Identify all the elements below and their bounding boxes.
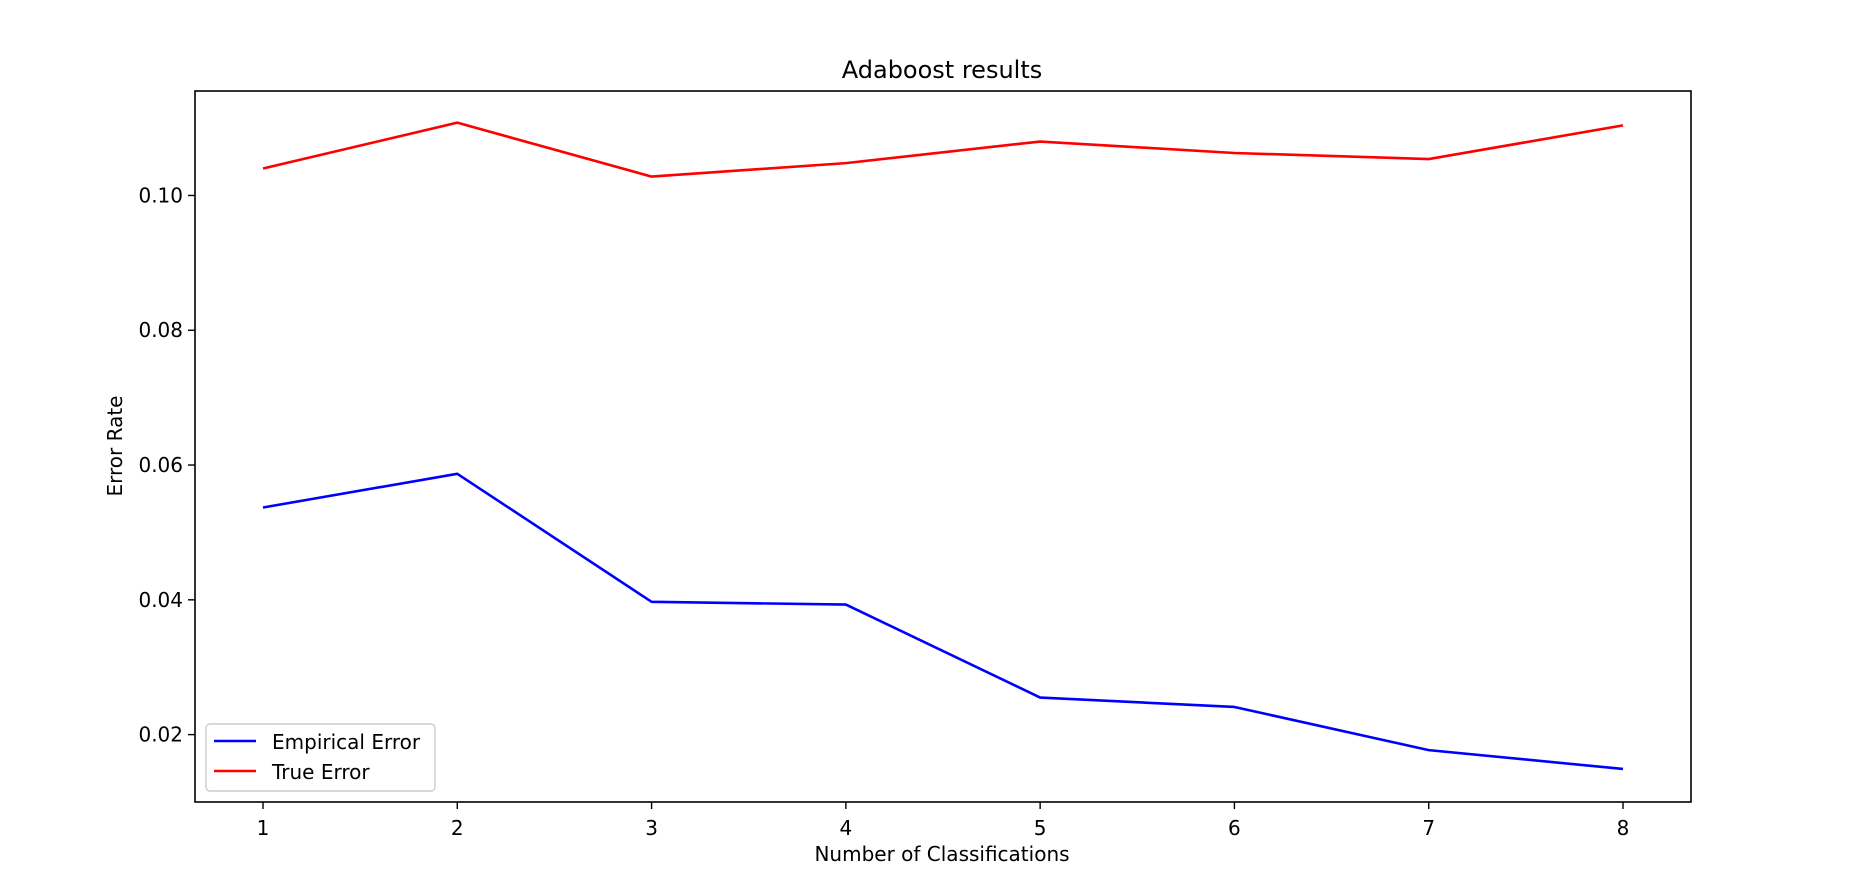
x-tick-label: 4	[839, 816, 852, 840]
x-axis-label: Number of Classifications	[814, 842, 1069, 866]
y-axis-label: Error Rate	[103, 396, 127, 497]
x-tick-label: 5	[1034, 816, 1047, 840]
plot-frame	[194, 90, 1692, 803]
x-axis-ticks: 1 2 3 4 5 6 7 8	[257, 802, 1630, 840]
y-tick-label: 0.06	[138, 453, 183, 477]
y-tick-label: 0.04	[138, 588, 183, 612]
x-tick-label: 7	[1422, 816, 1435, 840]
y-axis-ticks: 0.02 0.04 0.06 0.08 0.10	[138, 183, 195, 747]
series-line-true-error	[262, 121, 1624, 178]
x-tick-label: 6	[1228, 816, 1241, 840]
x-tick-label: 1	[257, 816, 270, 840]
plot-area	[262, 121, 1624, 771]
x-tick-label: 3	[645, 816, 658, 840]
legend-label-true-error: True Error	[271, 760, 370, 784]
y-tick-label: 0.02	[138, 723, 183, 747]
series-line-empirical-error	[262, 472, 1624, 771]
legend-label-empirical-error: Empirical Error	[272, 730, 421, 754]
x-tick-label: 8	[1617, 816, 1630, 840]
legend: Empirical Error True Error	[205, 723, 436, 792]
y-tick-label: 0.08	[138, 318, 183, 342]
chart-title: Adaboost results	[842, 56, 1042, 84]
x-tick-label: 2	[451, 816, 464, 840]
y-tick-label: 0.10	[138, 183, 183, 207]
legend-box	[205, 723, 436, 792]
